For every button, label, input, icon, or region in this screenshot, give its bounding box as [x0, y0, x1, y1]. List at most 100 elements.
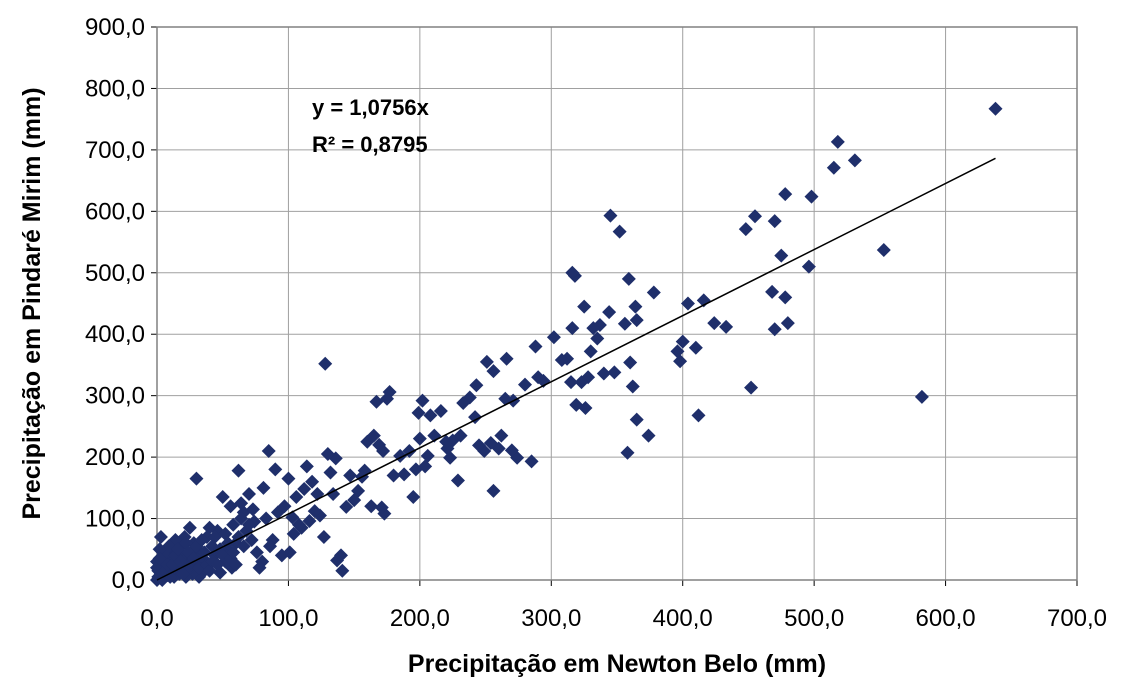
data-point [171, 542, 186, 557]
data-point [242, 517, 256, 532]
data-point [778, 290, 793, 305]
equation-annotation: y = 1,0756x [312, 95, 430, 120]
data-point [510, 450, 525, 465]
data-point [189, 471, 204, 486]
data-point [270, 505, 285, 520]
data-point [197, 545, 212, 560]
data-point [621, 271, 636, 286]
data-point [629, 313, 644, 328]
data-point [494, 428, 509, 443]
data-point [774, 248, 789, 263]
data-point [472, 438, 486, 453]
data-point [486, 483, 501, 498]
trendline [156, 157, 996, 581]
data-point [765, 284, 780, 299]
data-point [307, 504, 322, 519]
data-point [152, 542, 167, 557]
data-point [914, 389, 929, 404]
plot-area-frame [156, 26, 1078, 581]
data-point [628, 299, 643, 314]
x-tick-label: 100,0 [258, 605, 318, 632]
y-axis-title: Precipitação em Pindaré Mirim (mm) [18, 87, 46, 519]
data-point [577, 299, 592, 314]
x-tick-label: 600,0 [916, 605, 976, 632]
data-point [876, 243, 891, 258]
data-point [646, 285, 661, 300]
data-point [691, 408, 706, 423]
data-point [620, 445, 635, 460]
data-point [565, 265, 580, 280]
data-point [524, 454, 539, 469]
data-point [554, 353, 569, 368]
y-tick-label: 800,0 [85, 75, 145, 102]
x-tick-label: 0,0 [140, 605, 173, 632]
x-axis-title: Precipitação em Newton Belo (mm) [408, 650, 826, 678]
data-point [738, 222, 753, 237]
y-tick-label: 600,0 [85, 198, 145, 225]
data-point [347, 493, 362, 508]
data-point [234, 496, 249, 511]
data-point [680, 296, 695, 311]
data-point [335, 563, 350, 578]
data-point [804, 189, 819, 204]
data-point [226, 517, 241, 532]
data-point [518, 377, 532, 392]
data-point [486, 364, 501, 379]
data-point [586, 321, 601, 336]
data-point [226, 545, 241, 560]
data-point [564, 375, 578, 390]
data-point [242, 486, 256, 501]
data-point [531, 370, 546, 385]
data-point [194, 533, 209, 548]
data-point [223, 499, 238, 514]
data-point [450, 473, 465, 488]
data-point [182, 520, 197, 535]
data-point [826, 160, 841, 175]
data-point [236, 539, 251, 554]
data-point [343, 468, 358, 483]
data-point [318, 356, 333, 371]
data-point [469, 378, 484, 393]
data-point [289, 490, 304, 505]
data-point [673, 354, 688, 369]
data-point [625, 379, 640, 394]
data-point [305, 474, 320, 489]
data-point [372, 437, 387, 452]
r2-annotation: R² = 0,8795 [312, 132, 428, 157]
y-tick-label: 200,0 [85, 444, 145, 471]
data-point [374, 500, 389, 515]
data-point [830, 134, 845, 149]
data-point [406, 490, 421, 505]
data-point [603, 208, 618, 223]
data-point [186, 551, 201, 566]
data-point [320, 447, 335, 462]
data-point [397, 467, 412, 482]
data-point [234, 511, 249, 526]
data-point [744, 380, 759, 395]
data-point [778, 187, 793, 202]
data-point [173, 554, 188, 569]
x-tick-label: 700,0 [1047, 605, 1107, 632]
data-point [602, 305, 617, 320]
data-point [231, 463, 246, 478]
data-point [163, 569, 178, 584]
y-tick-label: 900,0 [85, 14, 145, 41]
grid [151, 26, 1078, 586]
data-point [617, 316, 632, 331]
data-point [583, 344, 598, 359]
y-tick-labels: 0,0 100,0 200,0 300,0 400,0 500,0 600,0 700,0 80… [85, 14, 145, 594]
data-point [228, 557, 243, 572]
data-point [748, 209, 762, 224]
data-point [707, 316, 722, 331]
data-point [210, 557, 225, 572]
data-point [316, 529, 331, 544]
data-point [153, 529, 168, 544]
data-point [297, 482, 312, 497]
data-point [569, 397, 584, 412]
x-tick-label: 200,0 [390, 605, 450, 632]
data-point [439, 434, 454, 449]
data-point [252, 560, 267, 575]
data-point [245, 502, 260, 517]
x-tick-label: 300,0 [521, 605, 581, 632]
data-point [152, 551, 167, 566]
